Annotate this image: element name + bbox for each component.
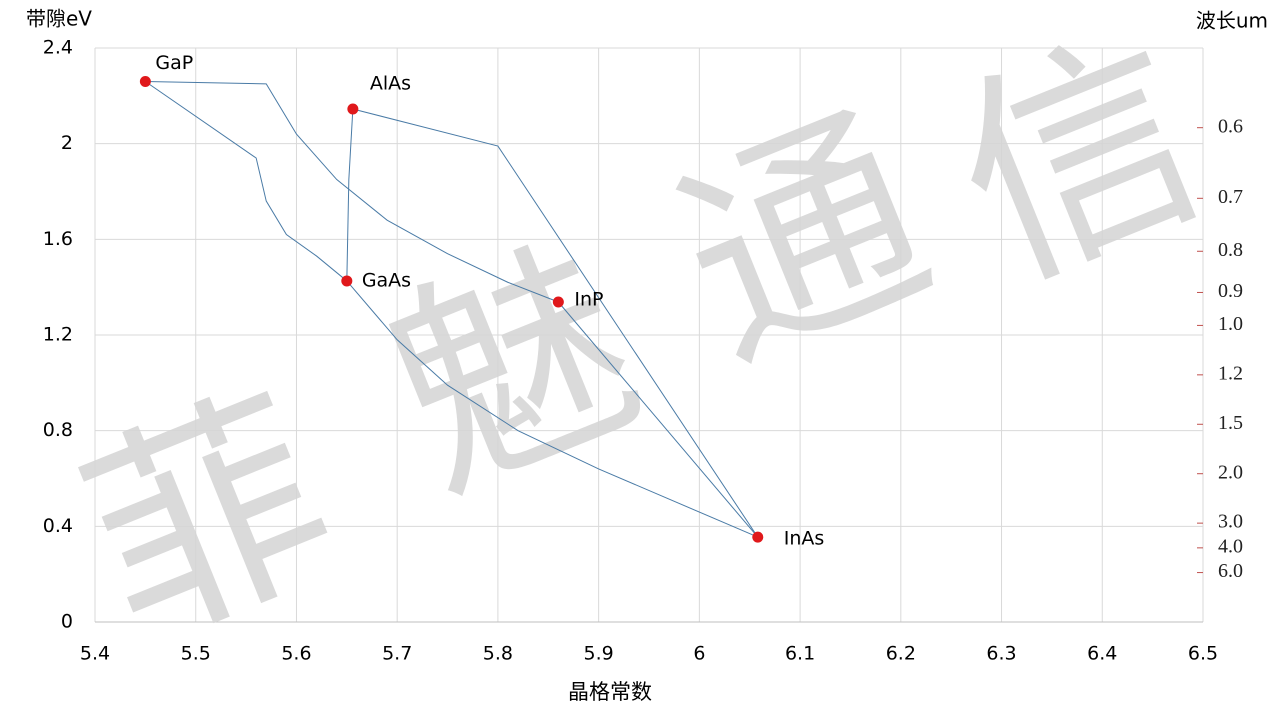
y-axis-label: 带隙eV — [26, 7, 92, 31]
x-tick-label: 5.5 — [181, 643, 211, 665]
x-tick-label: 6.3 — [986, 643, 1016, 665]
x-tick-label: 6.5 — [1188, 643, 1218, 665]
point-label: GaAs — [362, 269, 411, 291]
x-tick-label: 5.6 — [281, 643, 311, 665]
point — [139, 75, 151, 87]
point — [347, 103, 359, 115]
y2-tick-label: 6.0 — [1218, 560, 1243, 582]
x-tick-label: 6.4 — [1087, 643, 1117, 665]
curve — [557, 301, 759, 538]
y-tick-label: 1.6 — [43, 228, 73, 250]
x-tick-label: 6.1 — [785, 643, 815, 665]
point-label: GaP — [155, 52, 193, 74]
y-tick-label: 0 — [61, 611, 73, 633]
point — [341, 275, 353, 287]
x-tick-label: 6.2 — [886, 643, 916, 665]
y2-tick-label: 1.2 — [1218, 362, 1243, 384]
point-label: InAs — [784, 528, 825, 550]
watermark: 菲 — [53, 354, 366, 688]
x-tick-label: 6 — [693, 643, 705, 665]
point — [752, 531, 764, 543]
curve — [145, 81, 348, 282]
y2-axis-label: 波长um — [1196, 9, 1268, 33]
y2-tick-label: 4.0 — [1218, 535, 1243, 557]
y-tick-label: 2 — [61, 132, 73, 154]
x-tick-label: 5.9 — [584, 643, 614, 665]
x-tick-label: 5.4 — [80, 643, 110, 665]
y2-tick-label: 0.8 — [1218, 239, 1243, 261]
point-label: InP — [574, 288, 603, 310]
curve — [346, 280, 758, 538]
y-tick-label: 0.4 — [43, 515, 73, 537]
watermark: 通 — [648, 74, 961, 408]
y2-tick-label: 1.5 — [1218, 412, 1243, 434]
y2-tick-label: 1.0 — [1218, 313, 1243, 335]
curve — [352, 108, 759, 538]
x-tick-label: 5.8 — [483, 643, 513, 665]
x-axis-label: 晶格常数 — [568, 680, 652, 704]
y2-tick-label: 2.0 — [1218, 461, 1243, 483]
point-label: AlAs — [370, 72, 411, 94]
y-tick-label: 1.2 — [43, 324, 73, 346]
curve — [346, 108, 354, 281]
y2-tick-label: 0.6 — [1218, 115, 1243, 137]
y2-tick-label: 3.0 — [1218, 511, 1243, 533]
watermark: 信 — [923, 0, 1236, 327]
y-tick-label: 2.4 — [43, 37, 73, 59]
y-tick-label: 0.8 — [43, 419, 73, 441]
y2-tick-label: 0.7 — [1218, 186, 1243, 208]
watermark: 魅 — [358, 204, 671, 538]
y2-tick-label: 0.9 — [1218, 280, 1243, 302]
curve — [145, 80, 559, 303]
point — [552, 296, 564, 308]
x-tick-label: 5.7 — [382, 643, 412, 665]
